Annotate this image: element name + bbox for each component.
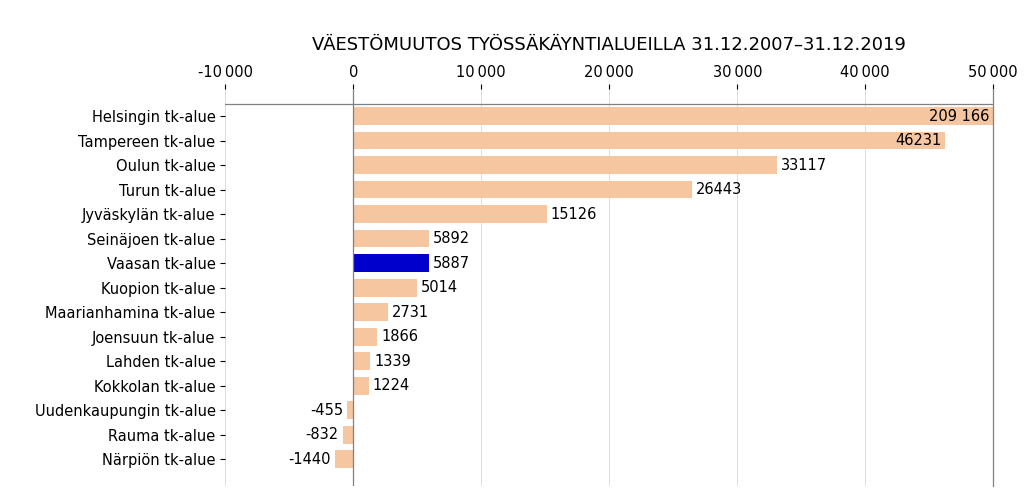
- Bar: [353, 156, 777, 174]
- Bar: [353, 230, 429, 248]
- Text: -1440: -1440: [289, 452, 331, 467]
- Text: -455: -455: [310, 403, 344, 418]
- Text: 15126: 15126: [551, 207, 597, 222]
- Bar: [347, 401, 353, 419]
- Text: 209 166: 209 166: [929, 109, 989, 124]
- Bar: [353, 377, 369, 394]
- Bar: [353, 352, 371, 370]
- Text: 1224: 1224: [373, 378, 410, 393]
- Bar: [353, 205, 547, 223]
- Text: 46231: 46231: [895, 133, 941, 148]
- Text: 1339: 1339: [374, 354, 411, 369]
- Bar: [343, 426, 353, 443]
- Text: 2731: 2731: [392, 305, 429, 320]
- Text: -832: -832: [306, 427, 339, 442]
- Title: VÄESTÖMUUTOS TYÖSSÄKÄYNTIALUEILLA 31.12.2007–31.12.2019: VÄESTÖMUUTOS TYÖSSÄKÄYNTIALUEILLA 31.12.…: [312, 36, 906, 55]
- Text: 33117: 33117: [781, 158, 827, 173]
- Text: 5892: 5892: [432, 231, 470, 246]
- Bar: [353, 279, 418, 297]
- Text: 5014: 5014: [421, 280, 459, 295]
- Text: 5887: 5887: [432, 255, 470, 271]
- Bar: [335, 450, 353, 468]
- Bar: [353, 304, 388, 321]
- Bar: [353, 107, 1024, 125]
- Bar: [353, 328, 377, 346]
- Bar: [353, 132, 945, 149]
- Bar: [353, 181, 692, 198]
- Text: 1866: 1866: [381, 329, 418, 344]
- Text: 26443: 26443: [695, 182, 741, 197]
- Bar: [353, 254, 429, 272]
